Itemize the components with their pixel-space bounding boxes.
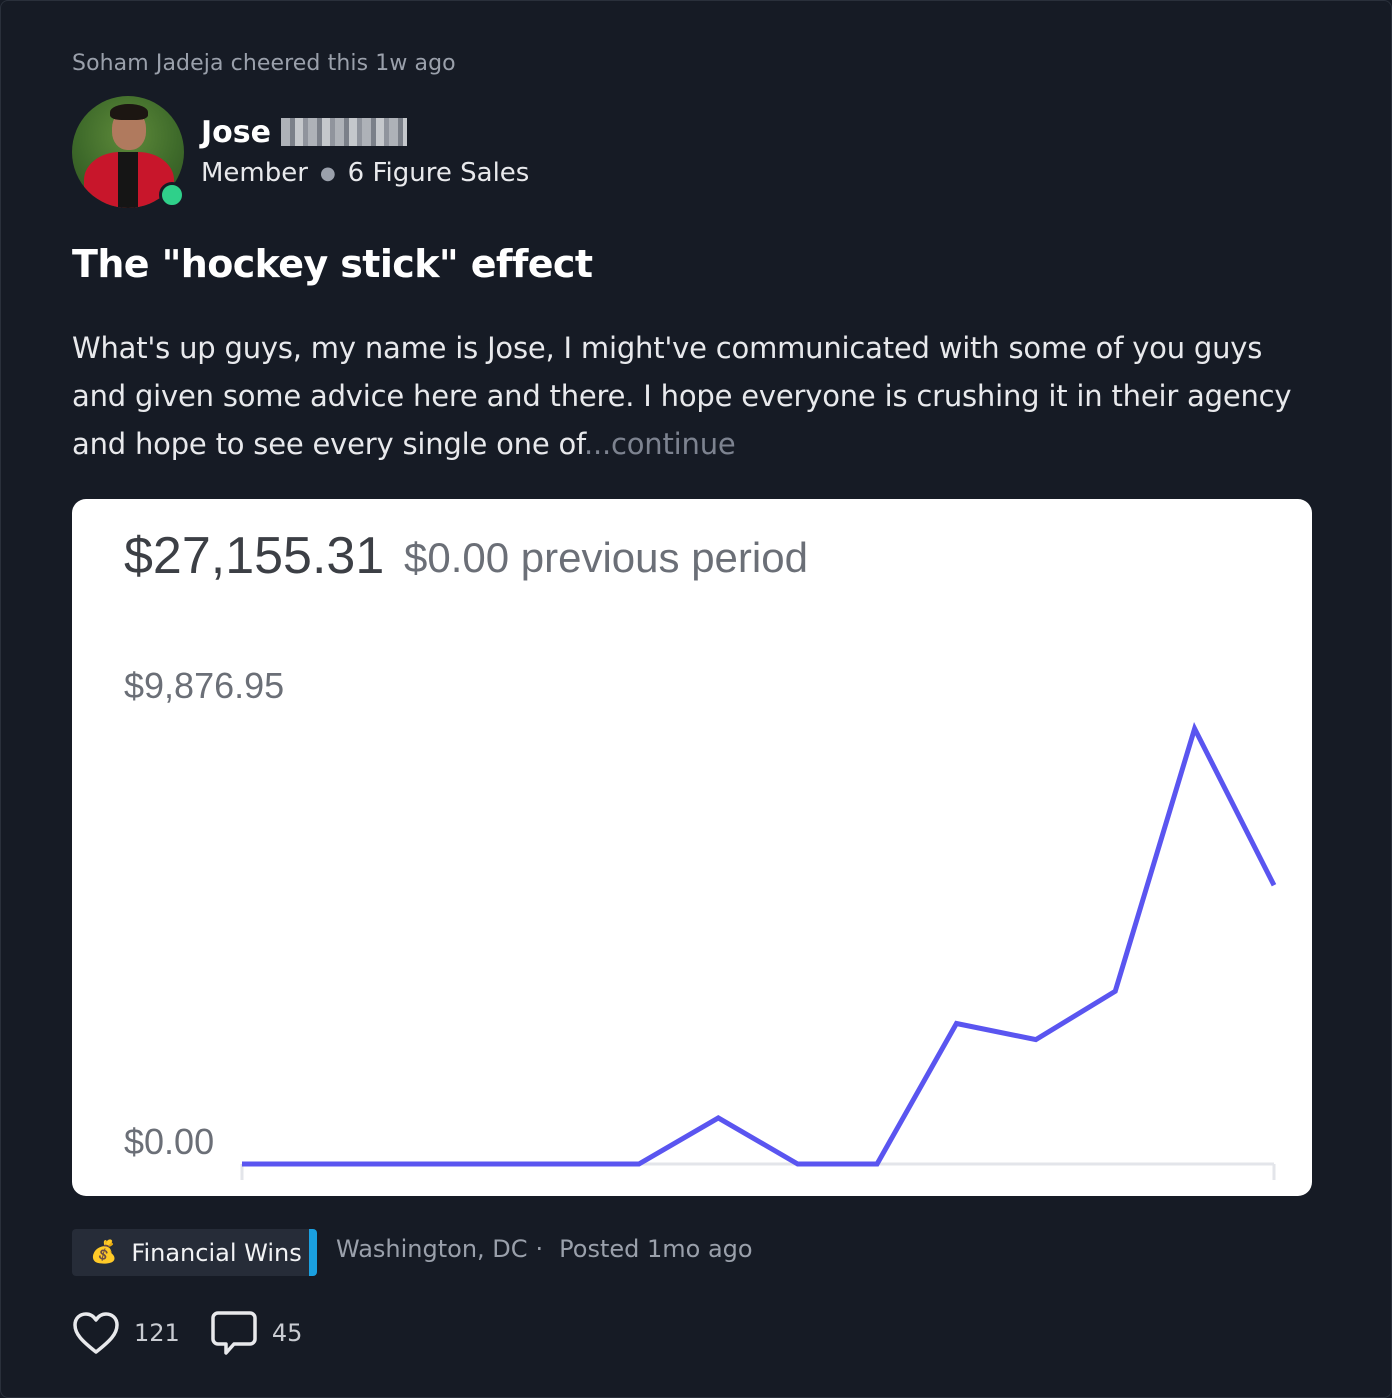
- post-location: Washington, DC: [336, 1235, 528, 1263]
- post-title[interactable]: The "hockey stick" effect: [72, 242, 593, 286]
- chart-total-value: $27,155.31: [124, 527, 384, 585]
- author-badge: 6 Figure Sales: [347, 158, 530, 188]
- author-name[interactable]: Jose: [201, 112, 407, 152]
- like-count: 121: [134, 1319, 180, 1347]
- post-body-text: What's up guys, my name is Jose, I might…: [72, 331, 1292, 461]
- chart-y-tick-label: $0.00: [124, 1121, 214, 1162]
- heart-icon: [73, 1312, 119, 1354]
- meta-separator: ·: [535, 1235, 544, 1263]
- comment-button[interactable]: [210, 1309, 258, 1357]
- like-button[interactable]: [72, 1309, 120, 1357]
- separator-dot: ●: [319, 162, 336, 184]
- revenue-chart: $27,155.31 $0.00 previous period $9,876.…: [124, 527, 1277, 1180]
- chart-series-line: [242, 721, 1277, 1167]
- category-tag[interactable]: 💰 Financial Wins: [72, 1229, 317, 1276]
- continue-link[interactable]: ...continue: [583, 427, 736, 461]
- post-time: Posted 1mo ago: [559, 1235, 753, 1263]
- comment-icon: [211, 1311, 257, 1355]
- post-meta: Washington, DC · Posted 1mo ago: [336, 1235, 753, 1263]
- post-actions: 121 45: [72, 1309, 332, 1357]
- category-label: Financial Wins: [131, 1238, 302, 1267]
- money-bag-icon: 💰: [90, 1240, 118, 1265]
- comment-count: 45: [271, 1319, 303, 1347]
- author-role-row: Member ● 6 Figure Sales: [201, 158, 529, 188]
- activity-line: Soham Jadeja cheered this 1w ago: [72, 51, 456, 76]
- chart-previous-period: $0.00 previous period: [404, 534, 808, 581]
- chart-y-tick-label: $9,876.95: [124, 665, 284, 706]
- author-first-name[interactable]: Jose: [201, 114, 271, 150]
- chart-image[interactable]: $27,155.31 $0.00 previous period $9,876.…: [72, 499, 1312, 1196]
- redacted-last-name: [280, 118, 407, 146]
- author-role: Member: [201, 158, 308, 188]
- online-status-indicator: [159, 182, 185, 208]
- post-body: What's up guys, my name is Jose, I might…: [72, 324, 1322, 468]
